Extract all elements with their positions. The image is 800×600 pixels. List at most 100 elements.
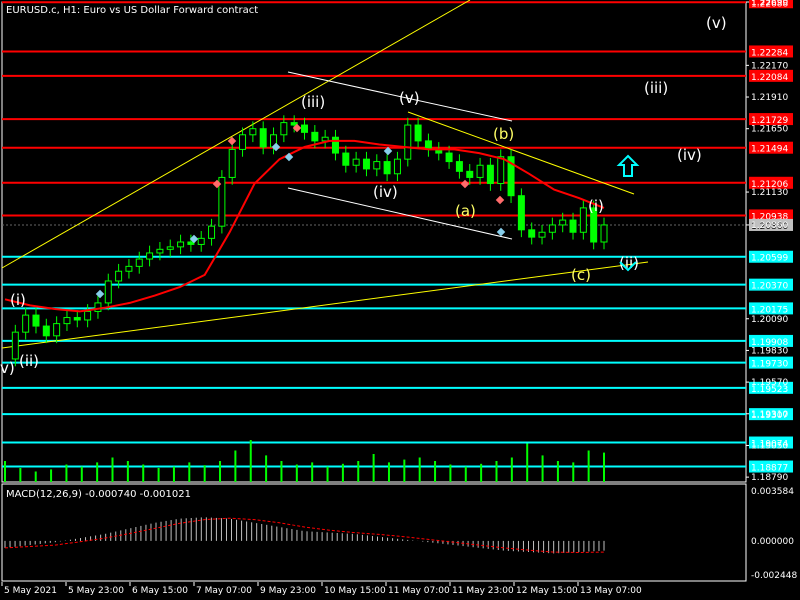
candle-body: [208, 225, 216, 239]
y-tick-label: 1.21650: [751, 125, 788, 135]
support-level-value: 1.19908: [751, 338, 788, 348]
wave-label-iii-mid: (iii): [301, 93, 325, 111]
candle-body: [528, 229, 536, 238]
wave-label-v-right: (v): [706, 14, 727, 32]
candle-body: [538, 231, 546, 238]
resistance-level-value: 1.21206: [751, 180, 788, 190]
channel-upper-line[interactable]: [287, 71, 513, 122]
candle-body: [373, 161, 381, 170]
current-price-value: 1.20860: [751, 222, 788, 232]
candle-body: [548, 224, 556, 233]
candle-body: [115, 270, 123, 282]
candle-body: [177, 241, 185, 248]
x-tick-label: 10 May 15:00: [324, 586, 386, 596]
candle-body: [404, 124, 412, 160]
resistance-level-value: 1.21729: [751, 116, 788, 126]
candle-body: [228, 148, 236, 178]
wave-label-ii-left: (ii): [19, 352, 39, 370]
candle-body: [362, 158, 370, 170]
channel-lower-line[interactable]: [287, 187, 513, 240]
x-tick-label: 9 May 23:00: [260, 586, 316, 596]
buy-marker[interactable]: [95, 289, 105, 299]
candle-body: [331, 136, 339, 154]
support-level-value: 1.20175: [751, 305, 788, 315]
buy-marker[interactable]: [271, 142, 281, 152]
sell-marker[interactable]: [495, 195, 505, 205]
support-level-value: 1.19730: [751, 360, 788, 370]
support-level-tag: [749, 278, 793, 291]
support-level-value: 1.20599: [751, 254, 788, 264]
x-tick-label: 12 May 15:00: [516, 586, 578, 596]
candle-body: [301, 124, 308, 133]
x-tick-label: 5 May 2021: [4, 586, 57, 596]
trendlines: [1, 0, 649, 349]
macd-plot-frame: [1, 483, 747, 582]
candle-body: [342, 152, 350, 166]
candle-body: [22, 314, 30, 333]
y-tick-label: 1.21910: [751, 93, 788, 103]
support-level-value: 1.19523: [751, 385, 788, 395]
candle-body: [135, 258, 143, 267]
price-axis: 1.22690 1.22170 1.21910 1.21650 1.21130 1.208…: [746, 0, 788, 483]
candle-body: [84, 310, 92, 321]
candles-series: [11, 115, 608, 367]
resistance-level-tag: [749, 45, 793, 58]
y-tick-label: 1.22170: [751, 61, 788, 71]
wave-label-i-left: (i): [10, 291, 26, 309]
sell-marker[interactable]: [212, 179, 222, 189]
y-tick-label: 1.21130: [751, 188, 788, 198]
buy-marker[interactable]: [189, 234, 199, 244]
support-level-tag: [749, 436, 793, 449]
sell-marker[interactable]: [227, 136, 237, 146]
support-level-tag: [749, 408, 793, 421]
resistance-level-value: 1.22688: [751, 0, 788, 9]
candle-body: [517, 195, 525, 231]
y-tick-label: 1.19830: [751, 346, 788, 356]
candle-body: [249, 128, 257, 136]
wave-label-v-edge: v): [0, 359, 15, 377]
down-arrow-icon[interactable]: [619, 261, 637, 272]
resistance-level-value: 1.20938: [751, 212, 788, 222]
candle-body: [559, 219, 567, 226]
resistance-level-value: 1.22284: [751, 48, 788, 58]
macd-axis: 0.003584 0.000000 -0.002448: [751, 487, 797, 581]
current-price-tag: [749, 218, 793, 231]
candle-body: [156, 248, 164, 254]
candle-body: [445, 152, 453, 163]
x-tick-label: 13 May 07:00: [580, 586, 642, 596]
candle-body: [259, 128, 267, 148]
chart-title: EURUSD.c, H1: Euro vs US Dollar Forward …: [6, 5, 258, 16]
up-arrow-icon[interactable]: [616, 154, 640, 177]
trade-markers: [95, 123, 506, 299]
x-tick-label: 5 May 23:00: [68, 586, 124, 596]
candle-body: [125, 265, 133, 272]
resistance-level-tag: [749, 141, 793, 154]
y-tick-label: 1.20090: [751, 315, 788, 325]
x-tick-label: 7 May 07:00: [196, 586, 252, 596]
x-tick-label: 11 May 23:00: [452, 586, 514, 596]
wave-label-c: (c): [571, 266, 591, 284]
lower-trendline[interactable]: [1, 261, 649, 349]
candle-body: [600, 224, 608, 243]
wave-label-v-mid: (v): [399, 89, 420, 107]
buy-marker[interactable]: [496, 227, 506, 237]
resistance-level-tag: [749, 209, 793, 222]
sell-marker[interactable]: [460, 179, 470, 189]
candle-body: [104, 280, 112, 304]
wave-b-trendline[interactable]: [407, 111, 635, 195]
candle-body: [352, 158, 360, 166]
wave-label-ii-right: (ii): [619, 254, 639, 272]
buy-marker[interactable]: [383, 146, 393, 156]
resistance-level-tag: [749, 113, 793, 126]
wave-label-i-right: (i): [588, 197, 604, 215]
candle-body: [42, 325, 50, 337]
sell-marker[interactable]: [292, 123, 302, 133]
support-level-tag: [749, 356, 793, 369]
candle-body: [569, 219, 577, 233]
macd-signal-line: [4, 517, 605, 554]
upper-trendline[interactable]: [1, 0, 471, 269]
buy-marker[interactable]: [284, 152, 294, 162]
support-level-value: 1.18877: [751, 464, 788, 474]
candle-body: [497, 156, 505, 185]
